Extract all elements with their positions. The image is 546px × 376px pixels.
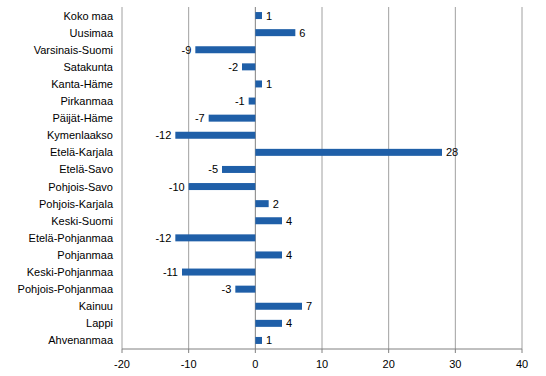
grid-line	[188, 7, 189, 349]
bar	[242, 63, 255, 70]
category-label: Pohjois-Karjala	[39, 198, 114, 210]
tick-label: 40	[516, 358, 528, 370]
grid-line	[122, 7, 123, 349]
category-label: Etelä-Pohjanmaa	[29, 232, 114, 244]
data-label: 1	[266, 10, 272, 22]
bar	[255, 303, 302, 310]
tick-mark	[388, 349, 389, 353]
category-label: Pohjois-Pohjanmaa	[18, 283, 114, 295]
bar	[222, 166, 255, 173]
tick-label: 20	[383, 358, 395, 370]
bar	[255, 337, 262, 344]
data-label: 1	[266, 334, 272, 346]
data-label: 28	[446, 146, 458, 158]
data-label: -12	[155, 232, 171, 244]
bar	[189, 183, 256, 190]
bar	[255, 320, 282, 327]
category-label: Koko maa	[63, 10, 113, 22]
tick-mark	[522, 349, 523, 353]
bar	[249, 98, 256, 105]
category-label: Pohjanmaa	[57, 249, 114, 261]
category-label: Kainuu	[79, 300, 113, 312]
tick-mark	[122, 349, 123, 353]
category-label: Satakunta	[63, 61, 113, 73]
data-label: -1	[235, 95, 245, 107]
data-label: 4	[286, 317, 292, 329]
bar	[255, 29, 295, 36]
data-label: 2	[273, 198, 279, 210]
tick-label: -10	[181, 358, 197, 370]
data-label: -7	[195, 112, 205, 124]
category-label: Pirkanmaa	[60, 95, 113, 107]
grid-line	[455, 7, 456, 349]
bar	[255, 251, 282, 258]
category-label: Varsinais-Suomi	[34, 44, 113, 56]
category-label: Päijät-Häme	[52, 112, 113, 124]
bar	[255, 80, 262, 87]
chart: -20-1001020304016-9-21-1-7-1228-5-1024-1…	[0, 0, 546, 376]
category-label: Lappi	[86, 317, 113, 329]
category-label: Keski-Pohjanmaa	[27, 266, 114, 278]
bar	[175, 234, 255, 241]
bars	[175, 12, 442, 344]
grid-line	[255, 7, 256, 349]
bar	[235, 286, 255, 293]
data-label: 1	[266, 78, 272, 90]
tick-mark	[255, 349, 256, 353]
category-label: Uusimaa	[70, 27, 114, 39]
data-label: -10	[169, 181, 185, 193]
data-label: -5	[208, 163, 218, 175]
tick-label: 10	[316, 358, 328, 370]
category-label: Keski-Suomi	[51, 215, 113, 227]
bar	[255, 200, 268, 207]
bar	[209, 115, 256, 122]
category-label: Kanta-Häme	[51, 78, 113, 90]
bar	[195, 46, 255, 53]
data-label: -9	[182, 44, 192, 56]
grid-line	[322, 7, 323, 349]
data-label: -3	[222, 283, 232, 295]
bar	[255, 217, 282, 224]
tick-label: 0	[252, 358, 258, 370]
data-label: -2	[228, 61, 238, 73]
bar	[175, 132, 255, 139]
grid-line	[388, 7, 389, 349]
tick-label: 30	[449, 358, 461, 370]
category-label: Etelä-Karjala	[50, 146, 114, 158]
data-label: 7	[306, 300, 312, 312]
data-label: 4	[286, 215, 292, 227]
bar	[182, 269, 255, 276]
grid-line	[522, 7, 523, 349]
data-label: 6	[299, 27, 305, 39]
bar	[255, 12, 262, 19]
category-label: Pohjois-Savo	[48, 181, 113, 193]
tick-label: -20	[114, 358, 130, 370]
x-axis	[122, 349, 522, 350]
data-label: -12	[155, 129, 171, 141]
data-label: 4	[286, 249, 292, 261]
category-label: Etelä-Savo	[59, 163, 113, 175]
tick-mark	[455, 349, 456, 353]
bar	[255, 149, 442, 156]
tick-mark	[188, 349, 189, 353]
category-label: Ahvenanmaa	[48, 334, 114, 346]
category-label: Kymenlaakso	[47, 129, 113, 141]
data-label: -11	[163, 266, 178, 278]
tick-mark	[322, 349, 323, 353]
